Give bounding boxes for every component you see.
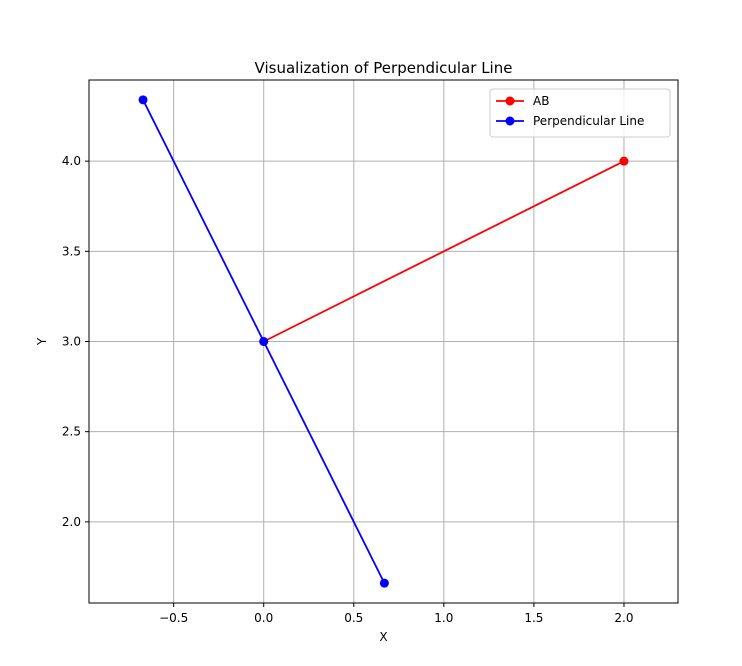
chart-title: Visualization of Perpendicular Line	[255, 59, 513, 77]
series-1-point	[379, 578, 389, 588]
y-tick-label: 3.5	[62, 244, 81, 258]
y-tick-label: 2.0	[62, 515, 81, 529]
series-line-0	[263, 160, 625, 343]
series-1-point	[138, 95, 148, 105]
x-tick-label: 1.5	[524, 611, 543, 625]
legend-label-1: Perpendicular Line	[533, 114, 644, 128]
legend-label-0: AB	[533, 94, 549, 108]
x-tick-label: 0.0	[254, 611, 273, 625]
y-tick-label: 3.0	[62, 335, 81, 349]
legend-marker-0	[505, 96, 515, 106]
y-tick-label: 2.5	[62, 425, 81, 439]
x-tick-label: 0.5	[344, 611, 363, 625]
x-tick-label: 1.0	[434, 611, 453, 625]
y-tick-label: 4.0	[62, 154, 81, 168]
y-axis-label: Y	[35, 337, 49, 346]
ticks: −0.5 0.0 0.5 1.0 1.5 2.0 2.0 2.5 3.0 3.5 4.0	[62, 154, 634, 625]
legend-marker-1	[505, 116, 515, 126]
legend: AB Perpendicular Line	[489, 88, 671, 138]
x-tick-label: −0.5	[159, 611, 188, 625]
x-tick-label: 2.0	[614, 611, 633, 625]
x-axis-label: X	[379, 630, 387, 644]
legend-box	[489, 88, 671, 138]
series-0-point	[619, 156, 629, 166]
series-1-point	[259, 337, 269, 346]
series-layer	[138, 95, 629, 588]
